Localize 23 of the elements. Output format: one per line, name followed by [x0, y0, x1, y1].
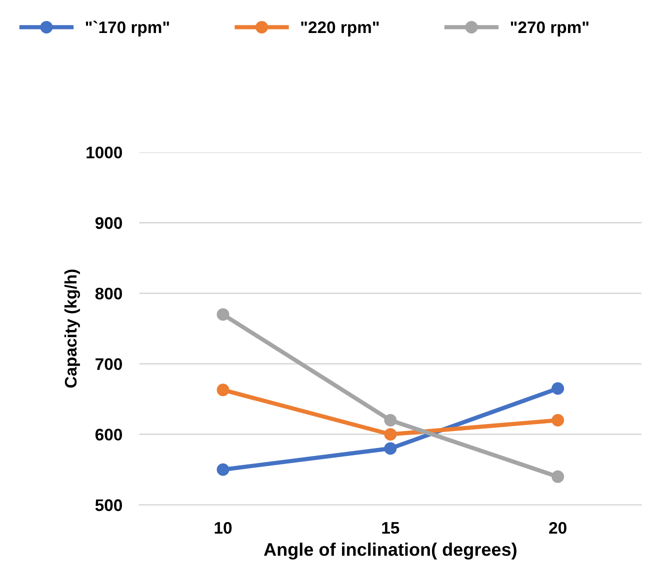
y-tick-label: 800: [95, 288, 122, 300]
y-tick-label: 700: [96, 358, 122, 370]
point: [552, 470, 564, 483]
legend-label: "`170 rpm": [86, 20, 169, 36]
legend-label: "220 rpm": [301, 21, 379, 36]
y-tick-label: 1000: [86, 146, 122, 158]
y-tick-label: 900: [95, 217, 122, 229]
y-axis-title: Capacity (kg/h): [64, 270, 80, 388]
point: [216, 463, 230, 476]
point: [384, 428, 397, 441]
x-tick-label: 20: [549, 522, 566, 534]
y-tick-label: 500: [95, 499, 122, 512]
point: [384, 414, 397, 426]
x-tick-label: 10: [214, 522, 232, 534]
y-tick-label: 600: [95, 428, 122, 441]
x-axis-title: Angle of inclination( degrees): [264, 542, 516, 560]
x-tick-label: 15: [382, 522, 400, 534]
point: [384, 442, 397, 455]
point: [216, 384, 230, 396]
point: [552, 382, 564, 395]
point: [216, 308, 230, 321]
point: [552, 414, 564, 426]
legend-label: "270 rpm": [510, 21, 588, 36]
